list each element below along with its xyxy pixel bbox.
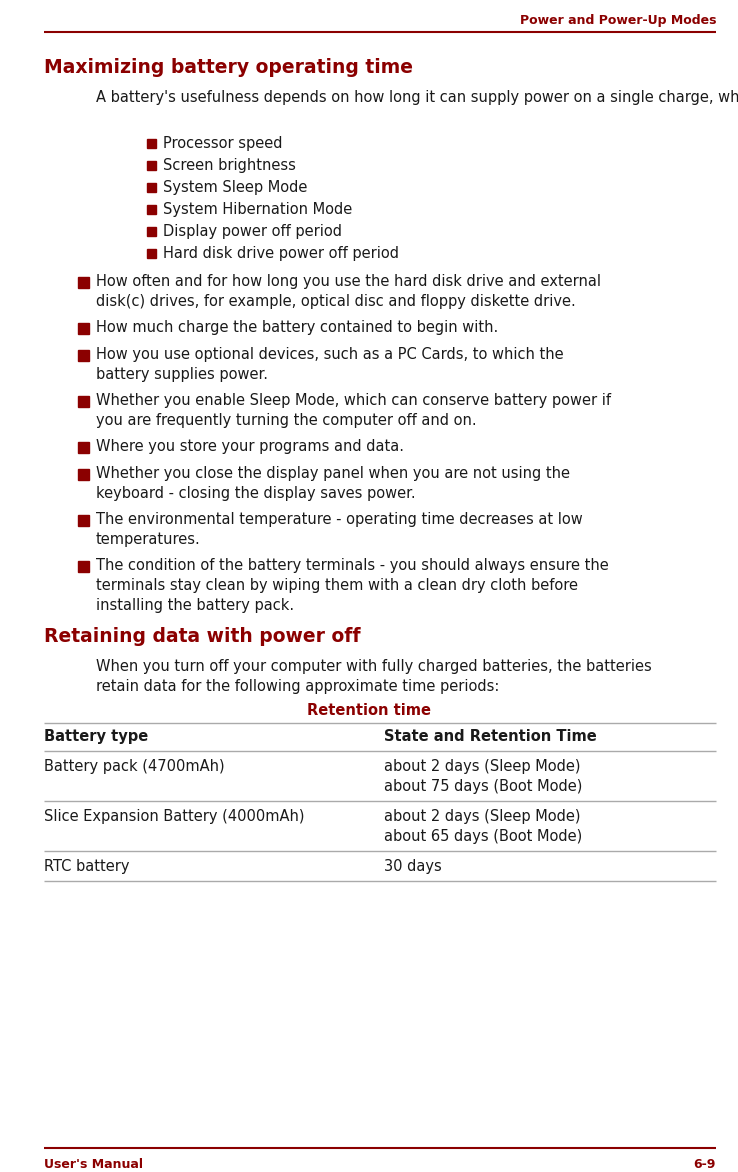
Text: System Sleep Mode: System Sleep Mode [163, 180, 307, 195]
Text: Battery pack (4700mAh): Battery pack (4700mAh) [44, 759, 224, 774]
Bar [147, 183, 156, 192]
Bar [147, 205, 156, 214]
Text: User's Manual: User's Manual [44, 1158, 143, 1171]
Bar [78, 350, 89, 361]
Text: Processor speed: Processor speed [163, 136, 283, 151]
Text: Where you store your programs and data.: Where you store your programs and data. [96, 440, 404, 454]
Text: State and Retention Time: State and Retention Time [384, 729, 597, 744]
Bar [78, 561, 89, 572]
Text: Screen brightness: Screen brightness [163, 158, 296, 173]
Text: about 2 days (Sleep Mode)
about 65 days (Boot Mode): about 2 days (Sleep Mode) about 65 days … [384, 809, 582, 844]
Text: When you turn off your computer with fully charged batteries, the batteries
reta: When you turn off your computer with ful… [96, 659, 652, 694]
Text: How you use optional devices, such as a PC Cards, to which the
battery supplies : How you use optional devices, such as a … [96, 347, 564, 382]
Text: Retention time: Retention time [307, 703, 431, 718]
Text: Retaining data with power off: Retaining data with power off [44, 627, 360, 646]
Bar [78, 323, 89, 334]
Text: The environmental temperature - operating time decreases at low
temperatures.: The environmental temperature - operatin… [96, 512, 583, 547]
Text: Battery type: Battery type [44, 729, 148, 744]
Text: A battery's usefulness depends on how long it can supply power on a single charg: A battery's usefulness depends on how lo… [96, 90, 738, 105]
Text: Whether you close the display panel when you are not using the
keyboard - closin: Whether you close the display panel when… [96, 466, 570, 500]
Bar [78, 469, 89, 481]
Text: Power and Power-Up Modes: Power and Power-Up Modes [520, 14, 716, 27]
Bar [78, 277, 89, 288]
Text: about 2 days (Sleep Mode)
about 75 days (Boot Mode): about 2 days (Sleep Mode) about 75 days … [384, 759, 582, 793]
Text: Hard disk drive power off period: Hard disk drive power off period [163, 246, 399, 261]
Bar [78, 396, 89, 407]
Bar [147, 248, 156, 258]
Bar [147, 227, 156, 236]
Text: 30 days: 30 days [384, 859, 442, 874]
Text: Maximizing battery operating time: Maximizing battery operating time [44, 57, 413, 77]
Text: Slice Expansion Battery (4000mAh): Slice Expansion Battery (4000mAh) [44, 809, 305, 824]
Text: RTC battery: RTC battery [44, 859, 129, 874]
Text: How often and for how long you use the hard disk drive and external
disk(c) driv: How often and for how long you use the h… [96, 274, 601, 308]
Text: Whether you enable Sleep Mode, which can conserve battery power if
you are frequ: Whether you enable Sleep Mode, which can… [96, 393, 611, 428]
Bar [147, 139, 156, 148]
Bar [78, 515, 89, 526]
Bar [147, 161, 156, 170]
Text: Display power off period: Display power off period [163, 224, 342, 239]
Text: The condition of the battery terminals - you should always ensure the
terminals : The condition of the battery terminals -… [96, 558, 609, 613]
Text: System Hibernation Mode: System Hibernation Mode [163, 202, 352, 217]
Text: 6-9: 6-9 [694, 1158, 716, 1171]
Bar [78, 442, 89, 454]
Text: How much charge the battery contained to begin with.: How much charge the battery contained to… [96, 320, 498, 335]
